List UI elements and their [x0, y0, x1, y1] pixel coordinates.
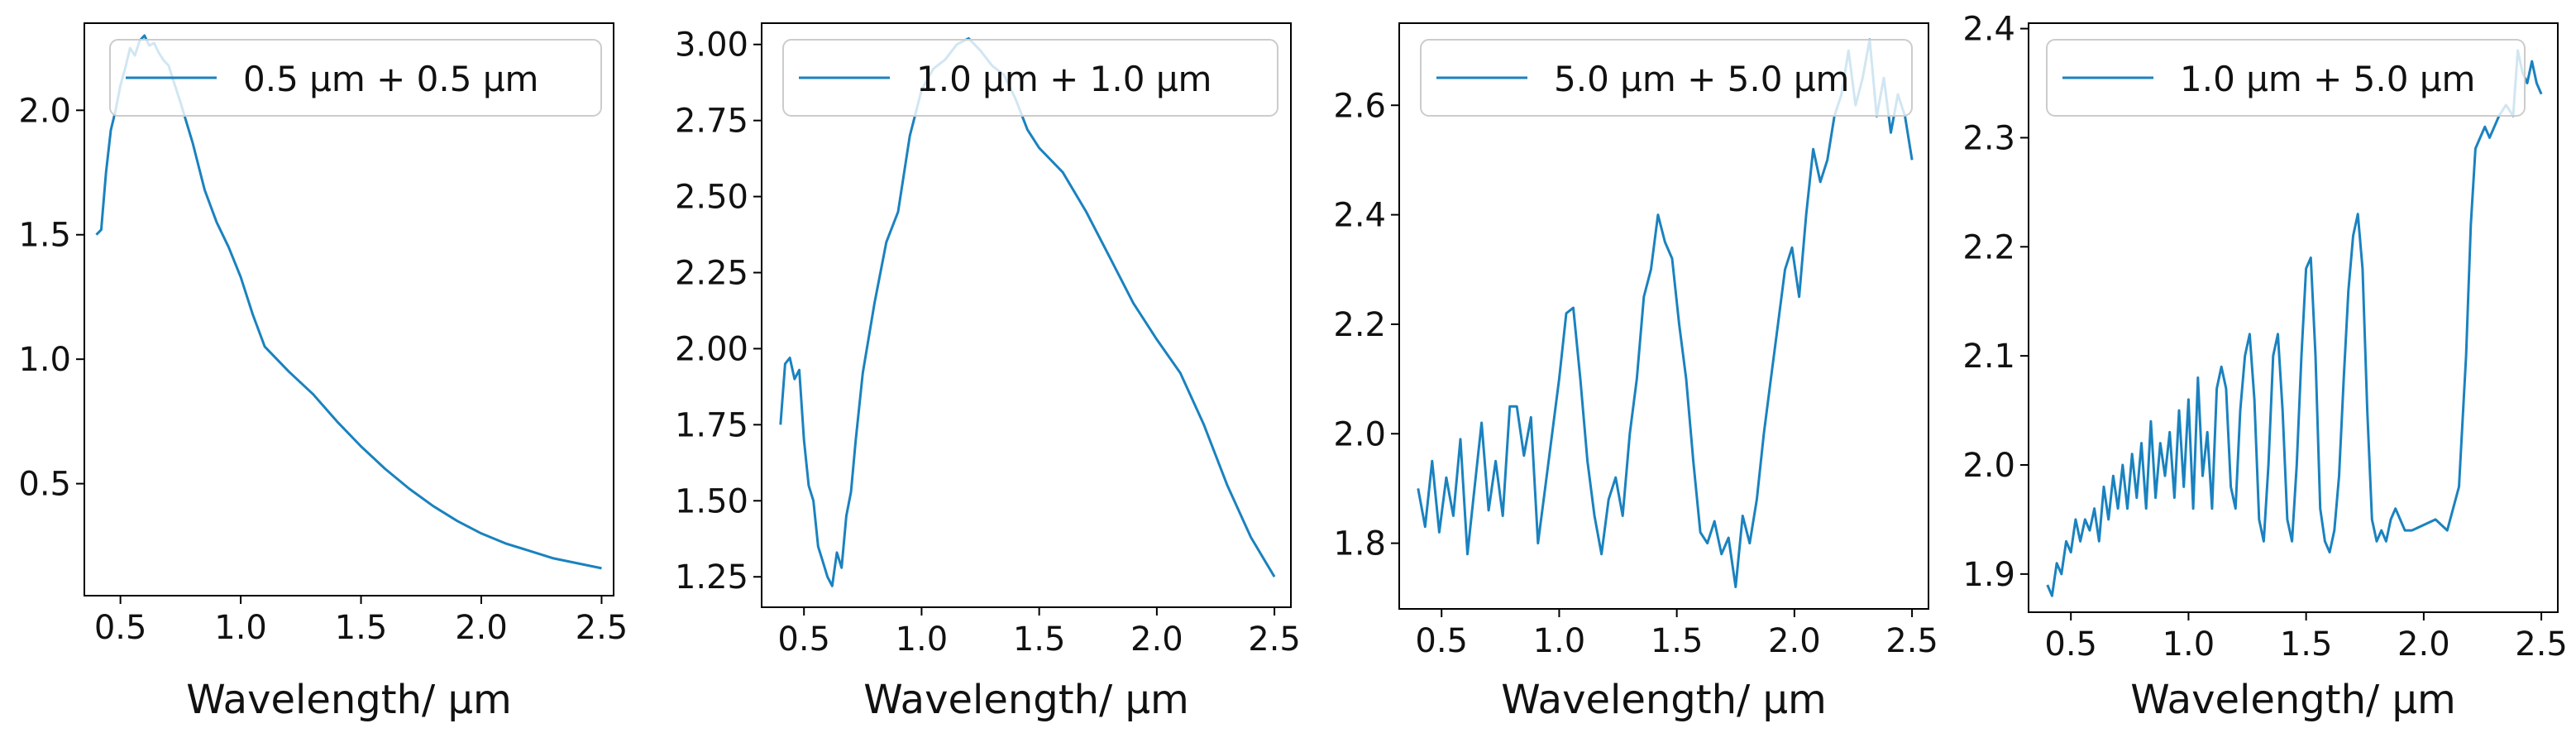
legend-box: [782, 39, 1278, 117]
x-tick-label: 1.0: [2163, 625, 2215, 664]
legend-label: 1.0 μm + 5.0 μm: [2180, 59, 2475, 99]
y-tick-label: 1.0: [18, 341, 71, 379]
x-ticks: 0.5 1.0 1.5 2.0 2.5: [2044, 612, 2568, 664]
y-ticks: 1.8 2.0 2.2 2.4 2.6: [1333, 87, 1399, 563]
x-ticks: 0.5 1.0 1.5 2.0 2.5: [777, 607, 1301, 659]
x-tick-label: 0.5: [777, 620, 830, 659]
x-tick-label: 2.5: [1885, 622, 1938, 660]
y-tick-label: 2.25: [675, 255, 748, 293]
series-line: [779, 36, 1276, 587]
y-tick-label: 2.1: [1962, 338, 2015, 376]
x-tick-label: 0.5: [94, 609, 147, 647]
plot-frame: [2028, 22, 2559, 613]
chart-panel-1: 0.5 1.0 1.5 2.0 0.5 1.0 1.5 2.0 2.5 0.5 μm + 0.…: [18, 22, 628, 723]
legend-label: 1.0 μm + 1.0 μm: [916, 59, 1212, 99]
y-tick-label: 2.0: [1962, 447, 2015, 485]
data-layer: [779, 36, 1276, 587]
x-tick-label: 1.0: [896, 620, 949, 659]
x-tick-label: 1.5: [2280, 625, 2333, 664]
legend[interactable]: 1.0 μm + 5.0 μm: [2046, 39, 2526, 117]
y-ticks: 1.9 2.0 2.1 2.2 2.3 2.4: [1962, 11, 2029, 594]
legend-box: [1420, 39, 1913, 117]
x-tick-label: 2.0: [1130, 620, 1183, 659]
y-tick-label: 2.50: [675, 179, 748, 217]
legend-label: 0.5 μm + 0.5 μm: [243, 59, 538, 99]
x-tick-label: 2.0: [2397, 625, 2450, 664]
y-tick-label: 2.4: [1333, 197, 1386, 235]
y-ticks: 0.5 1.0 1.5 2.0: [18, 92, 84, 504]
x-axis-label: Wavelength/ μm: [863, 677, 1188, 723]
y-tick-label: 1.50: [675, 482, 748, 520]
plot-frame: [84, 22, 614, 596]
legend-label: 5.0 μm + 5.0 μm: [1554, 59, 1849, 99]
legend-box: [109, 39, 602, 117]
x-tick-label: 1.0: [1533, 622, 1586, 660]
y-tick-label: 2.6: [1333, 87, 1386, 125]
data-layer: [2046, 49, 2543, 597]
legend[interactable]: 0.5 μm + 0.5 μm: [109, 39, 602, 117]
x-axis-label: Wavelength/ μm: [2130, 677, 2455, 723]
plot-frame: [761, 22, 1292, 608]
x-ticks: 0.5 1.0 1.5 2.0 2.5: [1415, 609, 1938, 660]
plot-frame: [1398, 22, 1929, 610]
x-tick-label: 2.0: [1768, 622, 1821, 660]
x-tick-label: 0.5: [2044, 625, 2097, 664]
x-tick-label: 1.0: [214, 609, 267, 647]
y-ticks: 1.25 1.50 1.75 2.00 2.25 2.50 2.75 3.00: [675, 26, 762, 596]
y-tick-label: 2.00: [675, 330, 748, 368]
y-tick-label: 3.00: [675, 26, 748, 65]
x-tick-label: 2.5: [576, 609, 628, 647]
x-ticks: 0.5 1.0 1.5 2.0 2.5: [94, 596, 628, 647]
chart-panel-4: 1.9 2.0 2.1 2.2 2.3 2.4 0.5 1.0 1.5 2.0 2.5 1.0 μ…: [1962, 11, 2568, 723]
y-tick-label: 2.3: [1962, 119, 2015, 157]
y-tick-label: 2.4: [1962, 11, 2015, 49]
series-line: [1417, 38, 1914, 588]
x-tick-label: 1.5: [1651, 622, 1704, 660]
x-tick-label: 2.5: [1248, 620, 1301, 659]
y-tick-label: 2.75: [675, 103, 748, 141]
x-tick-label: 1.5: [1013, 620, 1066, 659]
y-tick-label: 2.0: [18, 92, 71, 130]
y-tick-label: 0.5: [18, 466, 71, 504]
x-tick-label: 2.5: [2515, 625, 2568, 664]
y-tick-label: 1.5: [18, 217, 71, 255]
legend[interactable]: 5.0 μm + 5.0 μm: [1420, 39, 1913, 117]
x-tick-label: 0.5: [1415, 622, 1468, 660]
data-layer: [1417, 38, 1914, 588]
chart-panel-3: 1.8 2.0 2.2 2.4 2.6 0.5 1.0 1.5 2.0 2.5 5.0 μm +…: [1333, 22, 1938, 723]
y-tick-label: 2.0: [1333, 415, 1386, 453]
chart-panel-2: 1.25 1.50 1.75 2.00 2.25 2.50 2.75 3.00 0.5 1.0 1…: [675, 22, 1301, 723]
y-tick-label: 1.25: [675, 558, 748, 596]
x-axis-label: Wavelength/ μm: [186, 677, 511, 723]
x-axis-label: Wavelength/ μm: [1501, 677, 1826, 723]
x-tick-label: 1.5: [335, 609, 388, 647]
y-tick-label: 1.75: [675, 406, 748, 444]
legend[interactable]: 1.0 μm + 1.0 μm: [782, 39, 1278, 117]
y-tick-label: 1.9: [1962, 556, 2015, 594]
y-tick-label: 2.2: [1333, 306, 1386, 344]
y-tick-label: 2.2: [1962, 228, 2015, 266]
x-tick-label: 2.0: [455, 609, 508, 647]
legend-box: [2046, 39, 2526, 117]
y-tick-label: 1.8: [1333, 525, 1386, 563]
series-line: [2046, 49, 2543, 597]
